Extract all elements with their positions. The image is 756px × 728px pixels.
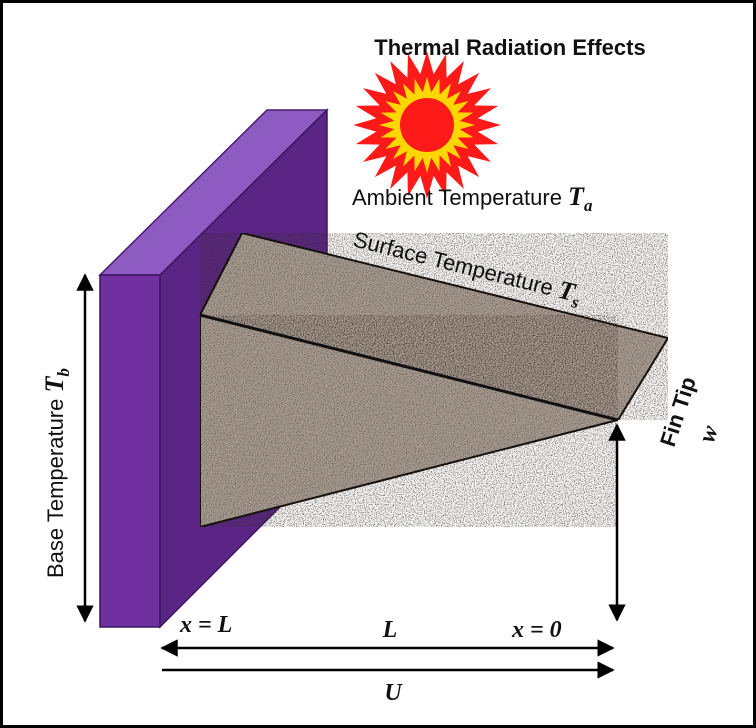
x-equals-l-label: x = L — [179, 612, 232, 638]
x-equals-zero-label: x = 0 — [511, 617, 562, 643]
ambient-temperature-label: Ambient Temperature Ta — [352, 182, 593, 215]
sun-icon — [353, 51, 501, 199]
base-temperature-label: Base Temperature Tb — [40, 368, 73, 578]
wall-front-face — [99, 274, 161, 628]
length-label: L — [382, 617, 398, 643]
width-u-label: U — [384, 680, 403, 706]
fin — [198, 231, 670, 529]
fin-edge — [199, 313, 619, 422]
title: Thermal Radiation Effects — [374, 35, 645, 60]
